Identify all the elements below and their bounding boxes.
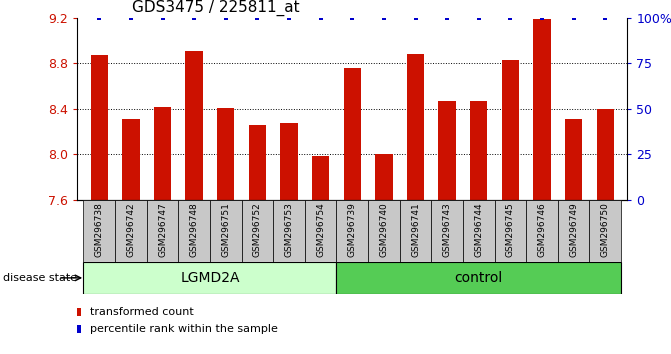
Text: GSM296744: GSM296744 bbox=[474, 202, 483, 257]
Bar bbox=[115, 200, 147, 262]
Bar bbox=[312, 155, 329, 200]
Bar bbox=[368, 200, 400, 262]
Bar bbox=[336, 262, 621, 294]
Text: GDS3475 / 225811_at: GDS3475 / 225811_at bbox=[132, 0, 300, 16]
Text: GSM296747: GSM296747 bbox=[158, 202, 167, 257]
Bar bbox=[83, 262, 336, 294]
Bar bbox=[589, 200, 621, 262]
Bar bbox=[502, 60, 519, 200]
Text: GSM296742: GSM296742 bbox=[126, 202, 136, 257]
Bar bbox=[565, 119, 582, 200]
Bar bbox=[375, 154, 393, 200]
Bar bbox=[470, 101, 487, 200]
Bar bbox=[558, 200, 589, 262]
Text: GSM296753: GSM296753 bbox=[285, 202, 293, 257]
Bar bbox=[280, 122, 298, 200]
Bar bbox=[344, 68, 361, 200]
Bar bbox=[336, 200, 368, 262]
Text: GSM296749: GSM296749 bbox=[569, 202, 578, 257]
Text: control: control bbox=[455, 271, 503, 285]
Bar bbox=[185, 51, 203, 200]
Bar bbox=[431, 200, 463, 262]
Bar bbox=[597, 109, 614, 200]
Bar bbox=[210, 200, 242, 262]
Bar bbox=[154, 107, 171, 200]
Bar bbox=[526, 200, 558, 262]
Text: LGMD2A: LGMD2A bbox=[180, 271, 240, 285]
Bar bbox=[242, 200, 273, 262]
Bar bbox=[249, 125, 266, 200]
Text: GSM296752: GSM296752 bbox=[253, 202, 262, 257]
Bar bbox=[91, 55, 108, 200]
Bar bbox=[438, 101, 456, 200]
Text: GSM296746: GSM296746 bbox=[537, 202, 546, 257]
Bar bbox=[495, 200, 526, 262]
Bar bbox=[147, 200, 178, 262]
Text: GSM296738: GSM296738 bbox=[95, 202, 104, 257]
Text: GSM296750: GSM296750 bbox=[601, 202, 610, 257]
Text: GSM296745: GSM296745 bbox=[506, 202, 515, 257]
Text: GSM296751: GSM296751 bbox=[221, 202, 230, 257]
Text: disease state: disease state bbox=[3, 273, 77, 283]
Text: percentile rank within the sample: percentile rank within the sample bbox=[91, 324, 278, 334]
Text: transformed count: transformed count bbox=[91, 307, 194, 317]
Text: GSM296739: GSM296739 bbox=[348, 202, 357, 257]
Text: GSM296741: GSM296741 bbox=[411, 202, 420, 257]
Bar bbox=[305, 200, 336, 262]
Text: GSM296748: GSM296748 bbox=[190, 202, 199, 257]
Text: GSM296740: GSM296740 bbox=[379, 202, 389, 257]
Bar bbox=[122, 119, 140, 200]
Bar bbox=[83, 200, 115, 262]
Bar bbox=[400, 200, 431, 262]
Bar bbox=[217, 108, 234, 200]
Text: GSM296754: GSM296754 bbox=[316, 202, 325, 257]
Bar bbox=[463, 200, 495, 262]
Bar bbox=[533, 19, 551, 200]
Bar bbox=[407, 54, 424, 200]
Bar bbox=[178, 200, 210, 262]
Text: GSM296743: GSM296743 bbox=[443, 202, 452, 257]
Bar bbox=[273, 200, 305, 262]
